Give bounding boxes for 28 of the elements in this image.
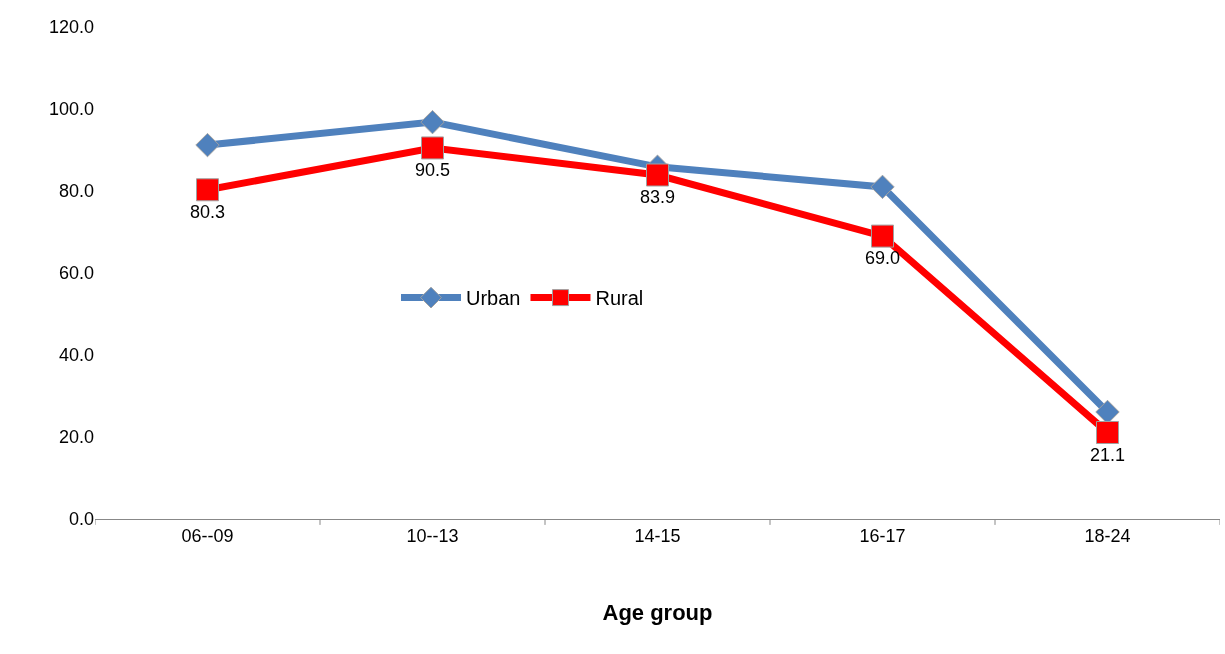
data-label: 80.3 <box>189 202 226 223</box>
x-tick-label: 14-15 <box>634 525 681 546</box>
data-label: 21.1 <box>1089 444 1126 465</box>
point <box>420 109 445 135</box>
x-tick-label: 06--09 <box>181 525 234 546</box>
data-label: 83.9 <box>639 187 676 208</box>
legend-label: Rural <box>595 287 644 310</box>
y-tick-label: 40.0 <box>58 345 94 366</box>
point <box>871 224 894 248</box>
x-tick-label: 10--13 <box>406 525 459 546</box>
x-tick-label: 16-17 <box>859 525 906 546</box>
data-label: 90.5 <box>414 160 451 181</box>
y-tick-label: 100.0 <box>48 99 94 120</box>
y-tick-label: 0.0 <box>68 509 94 530</box>
legend-label: Urban <box>466 287 521 310</box>
y-tick-label: 60.0 <box>58 263 94 284</box>
point <box>195 132 220 158</box>
x-tick-label: 18-24 <box>1084 525 1131 546</box>
data-label: 69.0 <box>864 248 901 269</box>
point <box>196 178 219 202</box>
point <box>870 174 895 200</box>
y-tick-label: 20.0 <box>58 427 94 448</box>
x-axis-title: Age group <box>602 600 713 626</box>
point <box>646 163 669 187</box>
y-tick-label: 120.0 <box>48 17 94 38</box>
point <box>421 136 444 160</box>
y-tick-label: 80.0 <box>58 181 94 202</box>
point <box>1096 420 1119 444</box>
